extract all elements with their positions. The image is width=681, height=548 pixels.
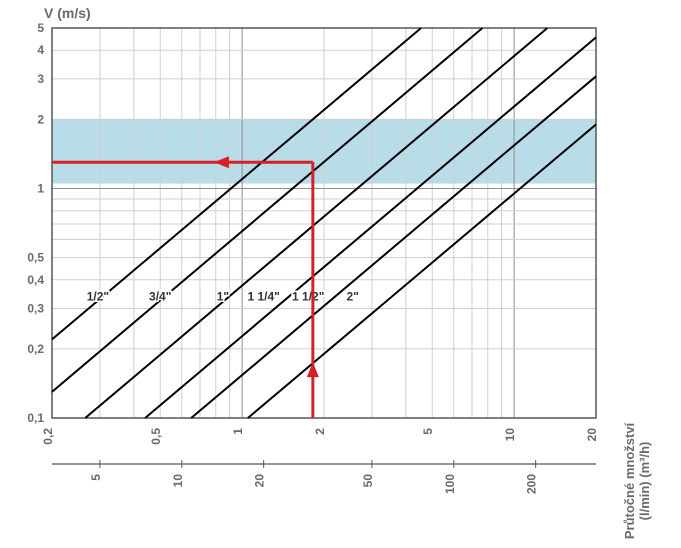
y-tick-label: 3 <box>37 72 44 86</box>
chart-container: { "chart": { "type": "log-log-line", "wi… <box>0 0 681 548</box>
y-tick-label: 0,2 <box>27 342 44 356</box>
y-tick-label: 5 <box>37 21 44 35</box>
x1-tick-label: 5 <box>421 428 435 435</box>
x1-tick-label: 1 <box>231 428 245 435</box>
x-grid <box>52 28 596 418</box>
series-label-3: 1 1/4" <box>247 289 279 303</box>
series-label-5: 2" <box>347 289 359 303</box>
svg-text:Průtočné množství: Průtočné množství <box>622 422 637 539</box>
y-tick-label: 1 <box>37 181 44 195</box>
x2-tick-label: 5 <box>89 474 103 481</box>
y-tick-label: 4 <box>37 43 44 57</box>
x1-tick-label: 2 <box>313 428 327 435</box>
y-tick-label: 0,4 <box>27 273 44 287</box>
x2-axis-title: Průtočné množství(l/min) (m³/h) <box>622 422 652 539</box>
x1-tick-label: 0,2 <box>41 428 55 445</box>
x1-ticks: 0,2 0,5 1 2 5 10 20 <box>41 428 599 445</box>
y-tick-label: 0,1 <box>27 411 44 425</box>
svg-text:(l/min) (m³/h): (l/min) (m³/h) <box>637 442 652 521</box>
x1-tick-label: 20 <box>585 428 599 442</box>
x2-tick-label: 100 <box>443 474 457 494</box>
x1-tick-label: 10 <box>503 428 517 442</box>
x2-tick-label: 10 <box>171 474 185 488</box>
y-tick-label: 0,5 <box>27 251 44 265</box>
series-label-4: 1 1/2" <box>292 289 324 303</box>
x2-tick-label: 50 <box>361 474 375 488</box>
y-tick-label: 0,3 <box>27 301 44 315</box>
y-tick-label: 2 <box>37 112 44 126</box>
x2-tick-label: 20 <box>253 474 267 488</box>
velocity-flow-chart: 1/2" 3/4" 1" 1 1/4" 1 1/2" 2" V (m/s) 0,1 0,2 0,3… <box>0 0 681 548</box>
x1-tick-label: 0,5 <box>149 428 163 445</box>
series-label-1: 3/4" <box>149 289 171 303</box>
y-axis-title: V (m/s) <box>44 5 91 21</box>
series-label-0: 1/2" <box>87 289 109 303</box>
x2-tick-label: 200 <box>525 474 539 494</box>
series-label-2: 1" <box>217 289 229 303</box>
